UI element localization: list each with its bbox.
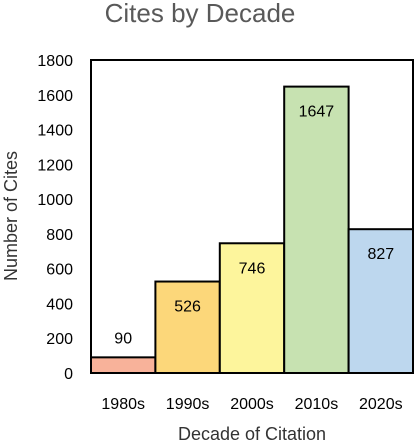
- data-label: 746: [239, 260, 266, 277]
- data-label: 1647: [299, 104, 335, 121]
- y-tick-label: 400: [46, 296, 73, 313]
- y-tick-label: 1000: [37, 192, 73, 209]
- y-axis-label: Number of Cites: [1, 151, 21, 281]
- data-label: 827: [367, 246, 394, 263]
- x-tick-label: 1990s: [166, 396, 210, 413]
- y-tick-label: 1800: [37, 53, 73, 70]
- chart-title: Cites by Decade: [105, 0, 296, 28]
- bar-2010s: [283, 85, 350, 374]
- x-tick-label: 2000s: [230, 396, 274, 413]
- y-tick-label: 200: [46, 331, 73, 348]
- bar-1990s: [154, 280, 221, 375]
- y-tick-label: 600: [46, 262, 73, 279]
- x-tick-label: 2020s: [359, 396, 403, 413]
- y-tick-label: 800: [46, 227, 73, 244]
- y-tick-label: 0: [64, 366, 73, 383]
- plot-area: 0 200 400 600 800 1000 1200 1400 1600 1800 1980s 90…: [37, 53, 414, 413]
- bar-2000s: [218, 242, 286, 374]
- y-tick-label: 1200: [37, 157, 73, 174]
- bar-2020s: [347, 228, 414, 374]
- plot-frame: [90, 59, 414, 374]
- bar-1980s: [90, 356, 157, 375]
- data-label: 90: [114, 330, 132, 347]
- x-tick-label: 2010s: [295, 396, 339, 413]
- y-tick-label: 1400: [37, 123, 73, 140]
- x-axis-label: Decade of Citation: [178, 424, 326, 442]
- y-tick-label: 1600: [37, 88, 73, 105]
- data-label: 526: [174, 299, 201, 316]
- x-tick-label: 1980s: [101, 396, 145, 413]
